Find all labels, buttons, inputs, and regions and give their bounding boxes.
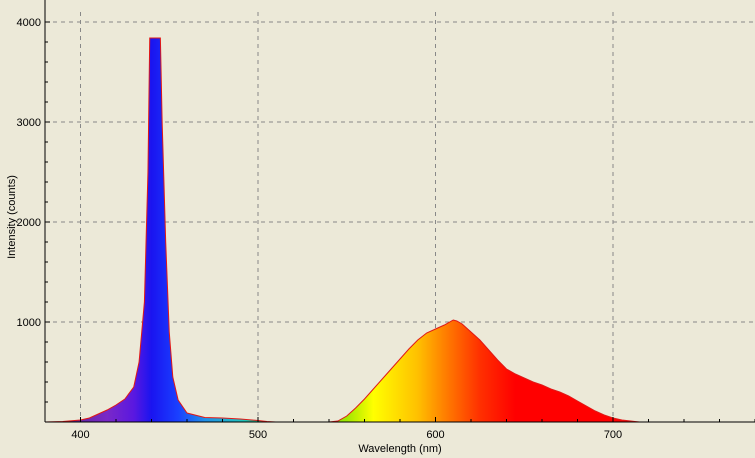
x-tick-label-400: 400 [71,429,89,441]
y-tick-label-2000: 2000 [17,217,41,229]
grid [45,12,755,422]
spectrum-area-fill [45,38,755,422]
y-tick-label-1000: 1000 [17,317,41,329]
x-tick-label-600: 600 [426,429,444,441]
x-tick-label-500: 500 [249,429,267,441]
y-axis-label: Intensity (counts) [6,175,18,259]
y-tick-label-3000: 3000 [17,117,41,129]
y-tick-label-4000: 4000 [17,17,41,29]
spectrum-line [45,37,755,422]
x-tick-label-700: 700 [604,429,622,441]
x-axis-label: Wavelength (nm) [358,443,441,455]
axes [44,0,755,423]
